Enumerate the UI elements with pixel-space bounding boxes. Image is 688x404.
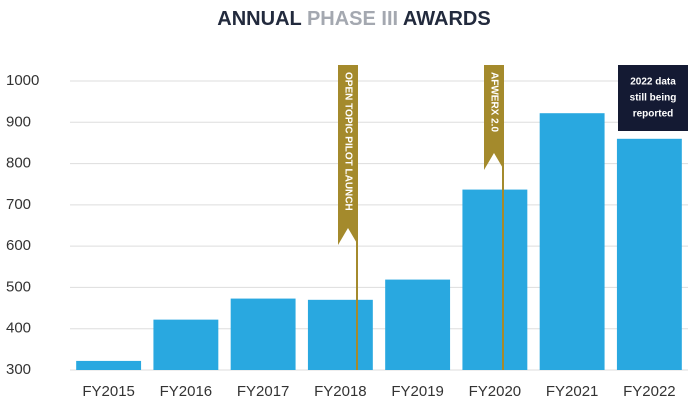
y-tick-label: 400 bbox=[6, 320, 31, 337]
bar bbox=[462, 189, 528, 370]
title-part: AWARDS bbox=[403, 8, 491, 30]
bar bbox=[539, 113, 605, 371]
annotation: AFWERX 2.0 bbox=[484, 65, 504, 370]
bar bbox=[616, 138, 682, 370]
x-tick-label: FY2015 bbox=[82, 383, 135, 400]
x-tick-label: FY2019 bbox=[391, 383, 444, 400]
y-tick-label: 500 bbox=[6, 278, 31, 295]
bar bbox=[307, 299, 373, 370]
x-tick-label: FY2018 bbox=[314, 383, 367, 400]
bar bbox=[385, 279, 451, 370]
x-tick-label: FY2017 bbox=[237, 383, 290, 400]
note-line: 2022 data bbox=[630, 77, 676, 88]
y-tick-label: 700 bbox=[6, 196, 31, 213]
y-tick-label: 1000 bbox=[6, 72, 39, 89]
y-tick-label: 300 bbox=[6, 361, 31, 378]
annotation: OPEN TOPIC PILOT LAUNCH bbox=[338, 65, 358, 370]
chart-title: ANNUAL PHASE III AWARDS bbox=[217, 8, 490, 30]
bar bbox=[230, 298, 296, 370]
banner bbox=[484, 65, 504, 170]
annotation-text: OPEN TOPIC PILOT LAUNCH bbox=[342, 72, 353, 211]
x-tick-label: FY2016 bbox=[160, 383, 213, 400]
x-tick-label: FY2021 bbox=[546, 383, 599, 400]
note-box: 2022 data still being reported bbox=[618, 65, 688, 131]
note-line: reported bbox=[633, 109, 674, 120]
annotation-text: AFWERX 2.0 bbox=[488, 72, 499, 132]
bars: FY2015 FY2016 FY2017 FY2018 FY2019 FY2020 FY20… bbox=[76, 113, 682, 400]
y-tick-label: 800 bbox=[6, 155, 31, 172]
bar bbox=[76, 360, 142, 370]
x-tick-label: FY2020 bbox=[469, 383, 522, 400]
y-tick-label: 900 bbox=[6, 113, 31, 130]
x-tick-label: FY2022 bbox=[623, 383, 676, 400]
banner bbox=[338, 65, 358, 245]
note-background bbox=[618, 65, 688, 131]
note-line: still being bbox=[630, 93, 677, 104]
title-part: ANNUAL bbox=[217, 8, 301, 30]
title-part: PHASE III bbox=[307, 8, 398, 30]
y-tick-label: 600 bbox=[6, 237, 31, 254]
bar bbox=[153, 319, 219, 370]
